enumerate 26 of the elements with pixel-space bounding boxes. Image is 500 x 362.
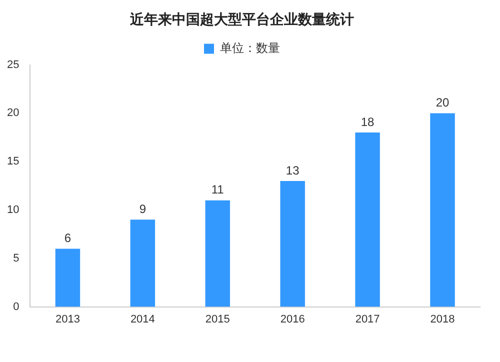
bar [280,180,305,307]
x-tick-label: 2015 [205,313,230,326]
bar [430,113,455,307]
x-tick-label: 2014 [130,313,155,326]
data-label: 18 [360,114,375,129]
y-tick-label: 15 [6,156,20,168]
x-tick-label: 2017 [355,313,380,326]
bar [55,248,80,307]
legend-label: 单位：数量 [220,40,280,55]
x-tick-label: 2016 [280,313,305,326]
y-tick-label: 0 [13,300,20,313]
bar [130,220,156,307]
y-tick-label: 20 [6,107,20,120]
y-tick-label: 5 [13,252,20,264]
data-label: 9 [139,202,146,216]
x-tick-label: 2018 [430,313,455,326]
data-label: 13 [286,163,300,178]
chart-title: 近年来中国超大型平台企业数量统计 [129,11,354,28]
data-label: 11 [211,182,224,197]
data-label: 6 [64,231,72,246]
bar [355,132,380,307]
y-tick-label: 10 [6,204,20,216]
y-tick-label: 25 [6,58,20,71]
x-tick-label: 2013 [55,313,80,326]
bar [205,200,230,307]
data-label: 20 [436,96,450,110]
